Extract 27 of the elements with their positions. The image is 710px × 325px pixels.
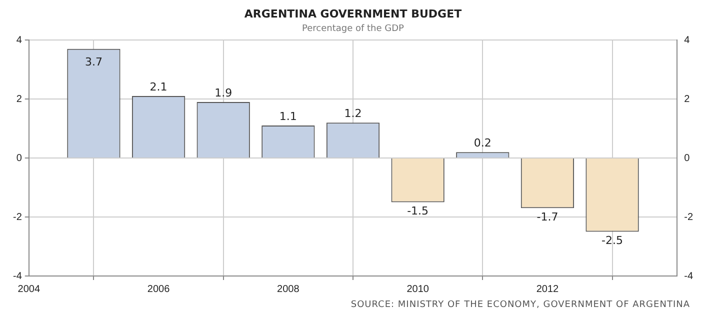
y2-tick-label: -2 [684, 212, 694, 223]
source-note: SOURCE: MINISTRY OF THE ECONOMY, GOVERNMENT OF ARGENTINA [350, 300, 690, 310]
data-label: 0.2 [474, 136, 492, 150]
data-label: 1.1 [279, 110, 297, 123]
data-label: 1.2 [344, 106, 362, 120]
data-label: 2.1 [150, 80, 168, 94]
y2-tick-label: 2 [684, 94, 690, 105]
x-tick-label: 2008 [277, 284, 300, 295]
data-label: 3.7 [84, 55, 102, 68]
chart-title: ARGENTINA GOVERNMENT BUDGET [244, 7, 462, 20]
x-tick-label: 2010 [406, 284, 430, 295]
x-tick-label: 2012 [536, 284, 560, 295]
y-tick-label: 0 [16, 152, 22, 164]
data-label: 1.9 [214, 86, 232, 100]
y2-tick-label: 0 [684, 152, 690, 164]
data-label: -1.7 [536, 210, 558, 224]
data-label: -2.5 [602, 234, 624, 248]
y-tick-label: 4 [16, 34, 22, 46]
y-tick-label: -2 [12, 212, 22, 223]
x-tick-label: 2004 [18, 284, 40, 295]
data-label: -1.5 [407, 204, 429, 218]
y2-tick-label: 4 [684, 34, 690, 46]
x-tick-label: 2006 [147, 284, 170, 295]
y-tick-label: 2 [16, 94, 22, 105]
chart-subtitle: Percentage of the GDP [302, 24, 405, 34]
y-tick-label: -4 [12, 270, 22, 282]
y2-tick-label: -4 [684, 270, 694, 282]
